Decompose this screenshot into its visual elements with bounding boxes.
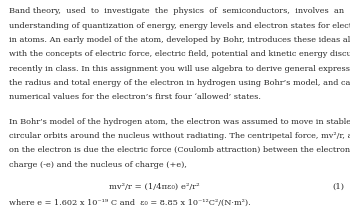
Text: circular orbits around the nucleus without radiating. The centripetal force, mv²: circular orbits around the nucleus witho… [9, 132, 350, 140]
Text: on the electron is due the electric force (Coulomb attraction) between the elect: on the electron is due the electric forc… [9, 146, 350, 154]
Text: mv²/r = (1/4πε₀) e²/r²: mv²/r = (1/4πε₀) e²/r² [109, 183, 199, 191]
Text: charge (-e) and the nucleus of charge (+e),: charge (-e) and the nucleus of charge (+… [9, 161, 187, 168]
Text: recently in class. In this assignment you will use algebra to derive general exp: recently in class. In this assignment yo… [9, 65, 350, 73]
Text: with the concepts of electric force, electric field, potential and kinetic energ: with the concepts of electric force, ele… [9, 50, 350, 58]
Text: in atoms. An early model of the atom, developed by Bohr, introduces these ideas : in atoms. An early model of the atom, de… [9, 36, 350, 44]
Text: Band theory,  used  to  investigate  the  physics  of  semiconductors,  involves: Band theory, used to investigate the phy… [9, 7, 344, 15]
Text: where e = 1.602 x 10⁻¹⁹ C and  ε₀ = 8.85 x 10⁻¹²C²/(N·m²).: where e = 1.602 x 10⁻¹⁹ C and ε₀ = 8.85 … [9, 199, 251, 207]
Text: In Bohr’s model of the hydrogen atom, the electron was assumed to move in stable: In Bohr’s model of the hydrogen atom, th… [9, 117, 350, 126]
Text: (1): (1) [332, 183, 345, 191]
Text: understanding of quantization of energy, energy levels and electron states for e: understanding of quantization of energy,… [9, 22, 350, 30]
Text: the radius and total energy of the electron in hydrogen using Bohr’s model, and : the radius and total energy of the elect… [9, 79, 350, 87]
Text: numerical values for the electron’s first four ‘allowed’ states.: numerical values for the electron’s firs… [9, 93, 261, 101]
